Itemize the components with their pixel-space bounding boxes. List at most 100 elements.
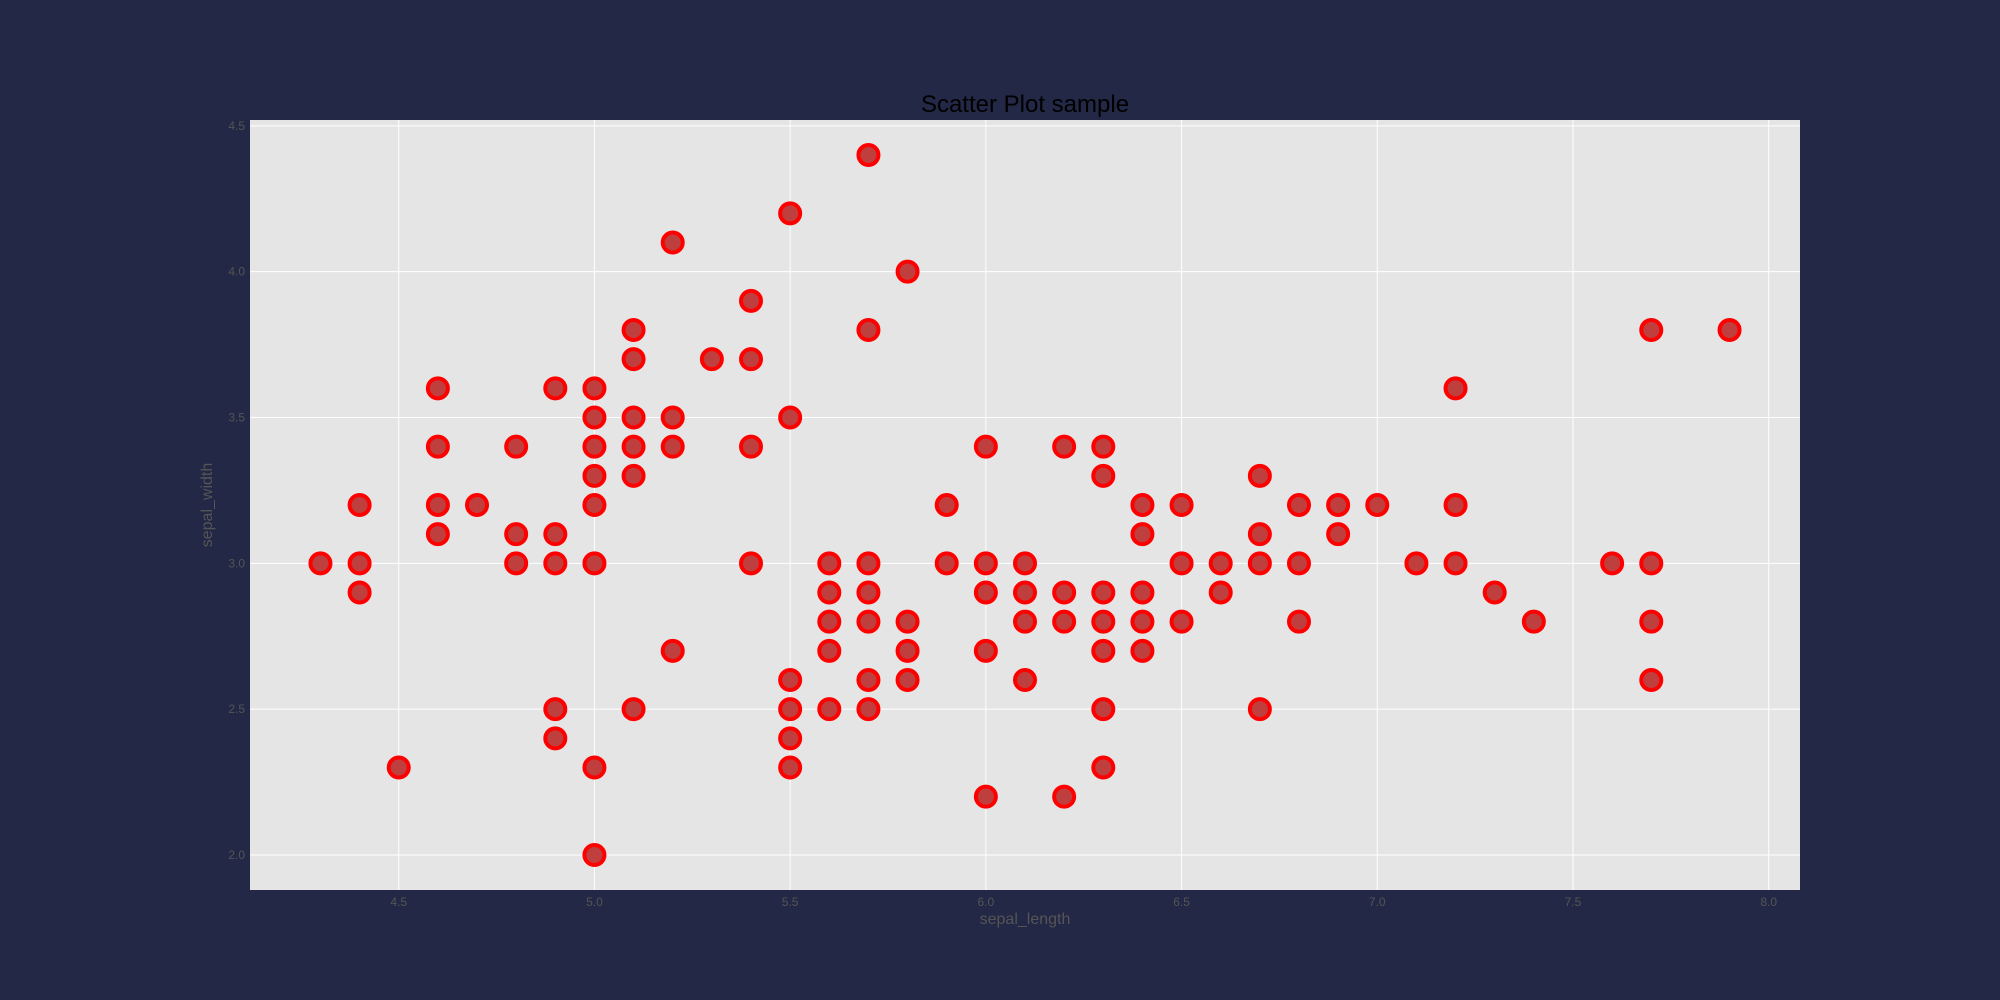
data-point <box>1639 609 1664 634</box>
data-point <box>1013 580 1037 605</box>
data-point <box>1052 434 1077 459</box>
x-tick-label: 7.0 <box>1369 895 1386 909</box>
data-point <box>856 668 881 692</box>
data-point <box>1482 580 1507 605</box>
data-point <box>347 493 372 517</box>
data-point <box>1013 668 1037 692</box>
data-point <box>425 493 450 517</box>
data-point <box>1326 522 1351 547</box>
data-point <box>621 347 646 372</box>
data-point <box>1286 609 1311 634</box>
data-point <box>1443 493 1468 517</box>
data-point <box>1169 493 1194 517</box>
data-point <box>1091 609 1116 634</box>
data-point <box>778 726 803 751</box>
data-point <box>817 551 842 576</box>
data-point <box>543 551 568 576</box>
y-tick-label: 4.0 <box>228 265 245 279</box>
data-point <box>582 551 607 576</box>
data-point <box>660 434 685 459</box>
data-point <box>1169 609 1194 634</box>
data-point <box>504 551 529 576</box>
data-point <box>895 668 920 692</box>
data-point <box>347 551 372 576</box>
data-point <box>425 522 450 547</box>
data-point <box>856 551 881 576</box>
data-point <box>1052 580 1077 605</box>
data-point <box>817 697 842 722</box>
data-point <box>739 347 764 372</box>
data-point <box>1286 493 1311 517</box>
data-point <box>1091 463 1116 488</box>
data-point <box>778 201 803 226</box>
x-tick-label: 6.5 <box>1173 895 1190 909</box>
data-point <box>1639 551 1664 576</box>
x-tick-label: 4.5 <box>390 895 407 909</box>
data-point <box>1286 551 1311 576</box>
data-point <box>1091 638 1116 663</box>
data-point <box>1247 522 1272 547</box>
data-point <box>582 755 607 780</box>
data-point <box>425 434 450 459</box>
data-point <box>582 493 607 517</box>
data-point <box>895 259 920 284</box>
data-point <box>1169 551 1194 576</box>
data-points <box>308 143 1742 867</box>
data-point <box>582 376 607 401</box>
data-point <box>1091 580 1116 605</box>
data-point <box>1639 318 1664 342</box>
data-point <box>856 143 881 167</box>
data-point <box>817 580 842 605</box>
x-tick-label: 8.0 <box>1760 895 1777 909</box>
plot-area <box>250 120 1800 890</box>
data-point <box>1052 784 1077 809</box>
data-point <box>1091 434 1116 459</box>
data-point <box>778 697 803 722</box>
data-point <box>425 376 450 401</box>
data-point <box>660 638 685 663</box>
data-point <box>1247 697 1272 722</box>
data-point <box>1208 580 1233 605</box>
chart-title: Scatter Plot sample <box>921 91 1129 118</box>
data-point <box>1600 551 1625 576</box>
x-axis-label: sepal_length <box>980 911 1071 928</box>
data-point <box>543 376 568 401</box>
data-point <box>1521 609 1546 634</box>
data-point <box>1130 522 1155 547</box>
data-point <box>739 551 764 576</box>
data-point <box>1091 697 1116 722</box>
data-point <box>778 405 803 430</box>
data-point <box>621 405 646 430</box>
data-point <box>856 609 881 634</box>
data-point <box>543 726 568 751</box>
data-point <box>973 580 998 605</box>
data-point <box>1052 609 1077 634</box>
data-point <box>1208 551 1233 576</box>
data-point <box>973 434 998 459</box>
data-point <box>1404 551 1429 576</box>
data-point <box>621 697 646 722</box>
data-point <box>1013 551 1037 576</box>
data-point <box>856 318 881 342</box>
data-point <box>543 697 568 722</box>
data-point <box>582 434 607 459</box>
y-tick-label: 2.5 <box>228 702 245 716</box>
data-point <box>465 493 490 517</box>
data-point <box>934 551 959 576</box>
y-tick-label: 3.0 <box>228 556 245 570</box>
data-point <box>504 522 529 547</box>
x-tick-label: 5.0 <box>586 895 603 909</box>
data-point <box>1130 580 1155 605</box>
data-point <box>778 755 803 780</box>
data-point <box>817 609 842 634</box>
data-point <box>621 434 646 459</box>
data-point <box>582 405 607 430</box>
x-tick-label: 7.5 <box>1565 895 1582 909</box>
data-point <box>778 668 803 692</box>
data-point <box>973 551 998 576</box>
data-point <box>347 580 372 605</box>
data-point <box>1091 755 1116 780</box>
data-point <box>660 405 685 430</box>
